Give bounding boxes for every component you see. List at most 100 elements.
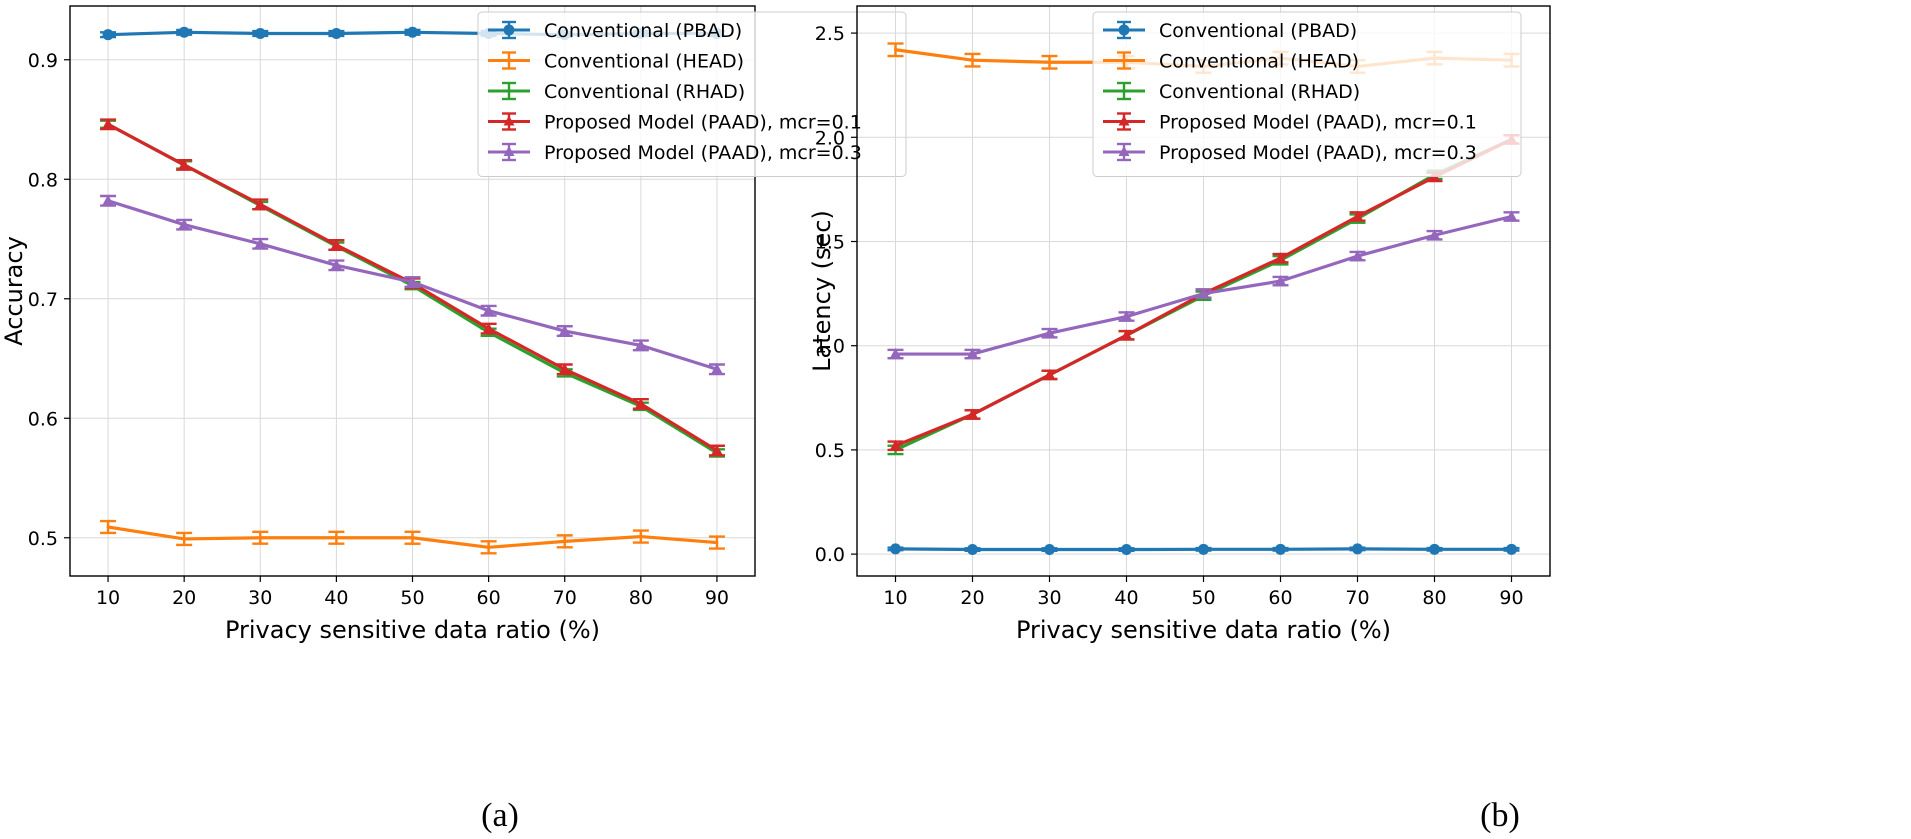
series-4-point [178, 158, 190, 169]
series-2-point [334, 536, 338, 540]
series-group [100, 26, 725, 555]
legend-swatch-marker [1118, 115, 1130, 126]
x-tick-label: 70 [1345, 587, 1369, 609]
y-tick-label: 0.6 [28, 408, 58, 430]
series-4-point [890, 439, 901, 450]
series-5-point [407, 276, 418, 287]
legend-swatch-marker [1118, 146, 1130, 156]
accuracy-chart: 10 20 30 40 50 60 70 80 90 0.5 0.6 0.7 0.8 0.9 Privacy… [0, 5, 907, 644]
series-5-point [1275, 275, 1286, 286]
series-4-point [1275, 252, 1286, 263]
x-tick-label: 20 [172, 587, 196, 609]
series-2-point [894, 48, 897, 52]
series-2-point [258, 536, 262, 540]
series-1-point [1044, 544, 1055, 556]
series-1-point [330, 27, 342, 39]
series-4-point [635, 397, 647, 408]
legend-item: Conventional (PBAD) [488, 20, 742, 42]
series-1-point [178, 26, 190, 38]
legend-label: Conventional (RHAD) [1159, 81, 1360, 103]
series-5-point [1121, 310, 1132, 321]
x-tick-label: 80 [629, 587, 653, 609]
legend-box [477, 11, 907, 177]
legend-label: Conventional (RHAD) [544, 81, 745, 103]
series-5-point [102, 194, 114, 205]
series-5-point [1429, 229, 1440, 240]
series-4-point [1352, 210, 1363, 221]
series-5-point [711, 363, 723, 374]
series-4-point [1121, 329, 1132, 340]
latency-chart: 10 20 30 40 50 60 70 80 90 0.0 0.5 1.0 1.5 2.0 2.5 Priv… [808, 5, 1551, 644]
legend-label: Proposed Model (PAAD), mcr=0.1 [1159, 112, 1477, 134]
series-4-point [559, 363, 571, 374]
series-4-point [1044, 368, 1055, 379]
legend-item: Conventional (RHAD) [1103, 81, 1360, 103]
series-4-point [967, 408, 978, 419]
series-5-point [635, 339, 647, 350]
x-tick-label: 60 [1268, 587, 1292, 609]
legend-item: Conventional (PBAD) [1103, 20, 1357, 42]
x-tick-label: 10 [883, 587, 907, 609]
x-tick-label: 30 [1037, 587, 1061, 609]
series-1-point [1121, 544, 1132, 556]
legend-label: Conventional (HEAD) [544, 51, 744, 73]
legend: Conventional (PBAD) Conventional (HEAD) Co… [1092, 11, 1522, 177]
x-tick-label: 90 [705, 587, 729, 609]
series-2-point [1048, 60, 1051, 64]
series-2-point [715, 541, 719, 545]
series-2-point [182, 537, 186, 541]
legend-item: Conventional (HEAD) [1103, 51, 1359, 73]
x-tick-label: 40 [324, 587, 348, 609]
legend-label: Conventional (HEAD) [1159, 51, 1359, 73]
legend-label: Proposed Model (PAAD), mcr=0.3 [544, 142, 862, 164]
legend-swatch-marker [503, 24, 515, 36]
legend-item: Proposed Model (PAAD), mcr=0.1 [488, 112, 862, 134]
y-tick-label: 2.0 [815, 127, 845, 149]
series-4-point [330, 238, 342, 249]
series-5-point [330, 259, 342, 270]
x-tick-label: 40 [1114, 587, 1138, 609]
y-tick-label: 0.9 [28, 50, 58, 72]
axis-ticks: 10 20 30 40 50 60 70 80 90 0.5 0.6 0.7 0.8 0.9 [28, 50, 729, 609]
x-tick-label: 70 [553, 587, 577, 609]
y-tick-label: 0.8 [28, 169, 58, 191]
series-1-point [967, 544, 978, 556]
x-tick-label: 60 [477, 587, 501, 609]
x-tick-label: 30 [248, 587, 272, 609]
series-4-point [102, 118, 114, 129]
series-5-point [483, 304, 495, 315]
x-tick-label: 90 [1499, 587, 1523, 609]
series-1-point [1275, 543, 1286, 555]
panel-label-b: (b) [1480, 797, 1520, 834]
series-4-point [254, 198, 266, 209]
x-tick-label: 50 [400, 587, 424, 609]
x-tick-label: 80 [1422, 587, 1446, 609]
legend: Conventional (PBAD) Conventional (HEAD) Co… [477, 11, 907, 177]
legend-item: Proposed Model (PAAD), mcr=0.1 [1103, 112, 1477, 134]
y-tick-label: 1.0 [815, 336, 845, 358]
series-5-point [254, 237, 266, 248]
x-axis-label: Privacy sensitive data ratio (%) [225, 616, 600, 644]
legend-swatch-marker [503, 115, 515, 126]
x-tick-label: 50 [1191, 587, 1215, 609]
series-1-point [102, 29, 114, 41]
series-1-point [1352, 543, 1363, 555]
legend-box [1092, 11, 1522, 177]
legend-item: Proposed Model (PAAD), mcr=0.3 [488, 142, 862, 164]
panel-label-a: (a) [481, 797, 519, 834]
series-5-point [559, 325, 571, 336]
series-4-point [483, 322, 495, 333]
series-5-point [178, 218, 190, 229]
series-1-point [890, 543, 901, 555]
legend-label: Proposed Model (PAAD), mcr=0.1 [544, 112, 862, 134]
series-2-point [411, 536, 414, 540]
plot-frame [856, 5, 1551, 577]
series-1-point [1429, 543, 1440, 555]
y-tick-label: 0.0 [815, 544, 845, 566]
series-2-point [639, 535, 643, 539]
legend-swatch-marker [503, 146, 515, 156]
y-tick-label: 1.5 [815, 232, 845, 254]
legend-label: Proposed Model (PAAD), mcr=0.3 [1159, 142, 1477, 164]
y-tick-label: 0.5 [815, 440, 845, 462]
